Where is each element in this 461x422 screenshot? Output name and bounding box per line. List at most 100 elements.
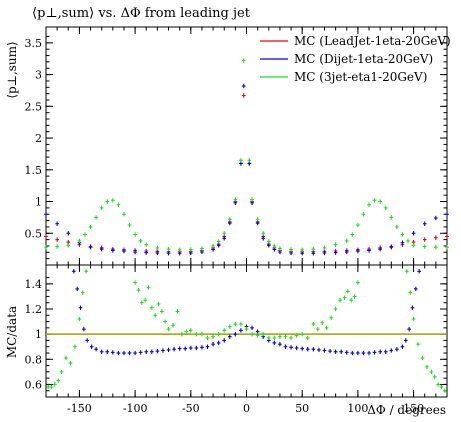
main-point-mc-dijet-1eta-20gev bbox=[400, 240, 405, 245]
main-point-mc-3jet-eta1-20gev bbox=[300, 247, 304, 252]
main-point-mc-3jet-eta1-20gev bbox=[144, 242, 149, 247]
ratio-point-mc-3jet-eta1-20gev bbox=[160, 309, 164, 314]
ratio-point-mc-dijet-1eta-20gev bbox=[205, 344, 210, 349]
ratio-point-mc-3jet-eta1-20gev bbox=[352, 294, 357, 299]
ratio-point-mc-3jet-eta1-20gev bbox=[175, 309, 180, 314]
main-point-mc-3jet-eta1-20gev bbox=[94, 215, 98, 220]
main-point-mc-3jet-eta1-20gev bbox=[138, 238, 143, 244]
ratio-point-mc-3jet-eta1-20gev bbox=[205, 335, 210, 341]
main-point-mc-3jet-eta1-20gev bbox=[105, 199, 110, 204]
x-tick-label: -100 bbox=[123, 402, 148, 415]
ratio-point-mc-dijet-1eta-20gev bbox=[89, 344, 94, 349]
main-point-mc-3jet-eta1-20gev bbox=[111, 198, 115, 203]
ratio-point-mc-dijet-1eta-20gev bbox=[317, 347, 321, 353]
x-tick-label: 0 bbox=[243, 402, 250, 415]
main-y-tick-label: 3 bbox=[35, 69, 42, 82]
main-point-mc-dijet-1eta-20gev bbox=[111, 248, 115, 253]
main-y-tick-label: 1 bbox=[35, 196, 42, 209]
ratio-point-mc-3jet-eta1-20gev bbox=[329, 315, 333, 320]
ratio-point-mc-dijet-1eta-20gev bbox=[216, 340, 221, 346]
main-point-mc-dijet-1eta-20gev bbox=[322, 250, 327, 256]
ratio-point-mc-3jet-eta1-20gev bbox=[420, 355, 425, 361]
ratio-point-mc-3jet-eta1-20gev bbox=[153, 313, 157, 318]
ratio-point-mc-3jet-eta1-20gev bbox=[436, 382, 440, 387]
ratio-point-mc-3jet-eta1-20gev bbox=[211, 334, 215, 339]
ratio-point-mc-dijet-1eta-20gev bbox=[116, 350, 121, 356]
ratio-point-mc-3jet-eta1-20gev bbox=[194, 331, 199, 337]
ratio-point-mc-3jet-eta1-20gev bbox=[244, 326, 249, 332]
ratio-point-mc-dijet-1eta-20gev bbox=[250, 325, 254, 331]
ratio-point-mc-dijet-1eta-20gev bbox=[161, 348, 165, 353]
main-point-mc-dijet-1eta-20gev bbox=[144, 250, 149, 255]
main-point-mc-leadjet-1eta-20gev bbox=[44, 234, 48, 239]
ratio-point-mc-3jet-eta1-20gev bbox=[294, 333, 299, 338]
ratio-point-mc-3jet-eta1-20gev bbox=[342, 295, 347, 300]
ratio-point-mc-3jet-eta1-20gev bbox=[84, 269, 88, 274]
ratio-point-mc-3jet-eta1-20gev bbox=[429, 369, 434, 375]
ratio-point-mc-dijet-1eta-20gev bbox=[105, 349, 110, 354]
main-point-mc-3jet-eta1-20gev bbox=[200, 246, 204, 251]
x-tick-label: -150 bbox=[67, 402, 92, 415]
ratio-point-mc-3jet-eta1-20gev bbox=[156, 301, 161, 307]
main-point-mc-3jet-eta1-20gev bbox=[247, 158, 252, 163]
ratio-point-mc-dijet-1eta-20gev bbox=[227, 334, 232, 339]
main-point-mc-3jet-eta1-20gev bbox=[99, 205, 104, 211]
ratio-y-tick-label: 1 bbox=[35, 328, 42, 341]
ratio-point-mc-dijet-1eta-20gev bbox=[407, 326, 411, 332]
ratio-point-mc-3jet-eta1-20gev bbox=[442, 388, 447, 393]
main-point-mc-3jet-eta1-20gev bbox=[400, 232, 405, 237]
ratio-point-mc-3jet-eta1-20gev bbox=[405, 269, 409, 274]
main-point-mc-leadjet-1eta-20gev bbox=[55, 237, 59, 242]
main-point-mc-dijet-1eta-20gev bbox=[344, 249, 349, 255]
main-point-mc-dijet-1eta-20gev bbox=[378, 246, 382, 252]
ratio-point-mc-3jet-eta1-20gev bbox=[166, 326, 171, 332]
ratio-point-mc-3jet-eta1-20gev bbox=[56, 378, 61, 383]
main-point-mc-3jet-eta1-20gev bbox=[239, 158, 243, 163]
ratio-point-mc-dijet-1eta-20gev bbox=[78, 305, 83, 310]
main-point-mc-3jet-eta1-20gev bbox=[333, 242, 338, 247]
ratio-point-mc-3jet-eta1-20gev bbox=[239, 321, 243, 327]
ratio-point-mc-dijet-1eta-20gev bbox=[361, 350, 366, 356]
ratio-point-mc-3jet-eta1-20gev bbox=[143, 298, 147, 303]
ratio-point-mc-dijet-1eta-20gev bbox=[111, 350, 115, 355]
main-point-mc-3jet-eta1-20gev bbox=[222, 231, 227, 236]
main-point-mc-3jet-eta1-20gev bbox=[166, 246, 171, 252]
main-point-mc-dijet-1eta-20gev bbox=[122, 248, 126, 254]
main-point-mc-3jet-eta1-20gev bbox=[189, 247, 193, 252]
main-point-mc-3jet-eta1-20gev bbox=[367, 202, 371, 207]
ratio-point-mc-3jet-eta1-20gev bbox=[266, 335, 271, 341]
ratio-point-mc-3jet-eta1-20gev bbox=[68, 360, 73, 366]
ratio-point-mc-dijet-1eta-20gev bbox=[94, 347, 98, 352]
main-point-mc-3jet-eta1-20gev bbox=[261, 231, 266, 236]
main-point-mc-3jet-eta1-20gev bbox=[227, 217, 232, 222]
ratio-y-axis-label: MC/data bbox=[5, 306, 19, 358]
ratio-point-mc-dijet-1eta-20gev bbox=[166, 347, 171, 353]
ratio-point-mc-3jet-eta1-20gev bbox=[283, 334, 288, 339]
ratio-point-mc-dijet-1eta-20gev bbox=[222, 338, 227, 343]
main-point-mc-dijet-1eta-20gev bbox=[266, 243, 271, 248]
ratio-point-mc-dijet-1eta-20gev bbox=[383, 349, 388, 354]
ratio-point-mc-3jet-eta1-20gev bbox=[139, 300, 144, 305]
main-point-mc-dijet-1eta-20gev bbox=[227, 220, 232, 226]
ratio-point-mc-dijet-1eta-20gev bbox=[183, 346, 188, 351]
main-y-tick-label: 1.5 bbox=[25, 164, 43, 177]
ratio-point-mc-dijet-1eta-20gev bbox=[272, 340, 277, 346]
main-point-mc-dijet-1eta-20gev bbox=[311, 251, 316, 256]
ratio-point-mc-dijet-1eta-20gev bbox=[378, 349, 382, 354]
main-point-mc-dijet-1eta-20gev bbox=[333, 250, 338, 255]
ratio-point-mc-dijet-1eta-20gev bbox=[300, 346, 304, 351]
main-point-mc-3jet-eta1-20gev bbox=[411, 243, 416, 248]
main-point-mc-dijet-1eta-20gev bbox=[155, 250, 160, 256]
ratio-point-mc-dijet-1eta-20gev bbox=[144, 349, 149, 354]
ratio-point-mc-3jet-eta1-20gev bbox=[200, 331, 204, 337]
main-y-tick-label: 0.5 bbox=[25, 227, 43, 240]
main-point-mc-3jet-eta1-20gev bbox=[272, 243, 277, 249]
ratio-y-tick-label: 0.6 bbox=[25, 378, 43, 391]
ratio-point-mc-dijet-1eta-20gev bbox=[194, 345, 199, 351]
main-y-axis-label: ⟨p⊥,sum⟩ bbox=[5, 41, 19, 98]
ratio-point-mc-3jet-eta1-20gev bbox=[289, 335, 293, 341]
ratio-point-mc-dijet-1eta-20gev bbox=[255, 329, 260, 334]
main-point-mc-dijet-1eta-20gev bbox=[216, 243, 221, 248]
ratio-point-mc-3jet-eta1-20gev bbox=[73, 344, 77, 349]
main-point-mc-3jet-eta1-20gev bbox=[133, 232, 137, 237]
